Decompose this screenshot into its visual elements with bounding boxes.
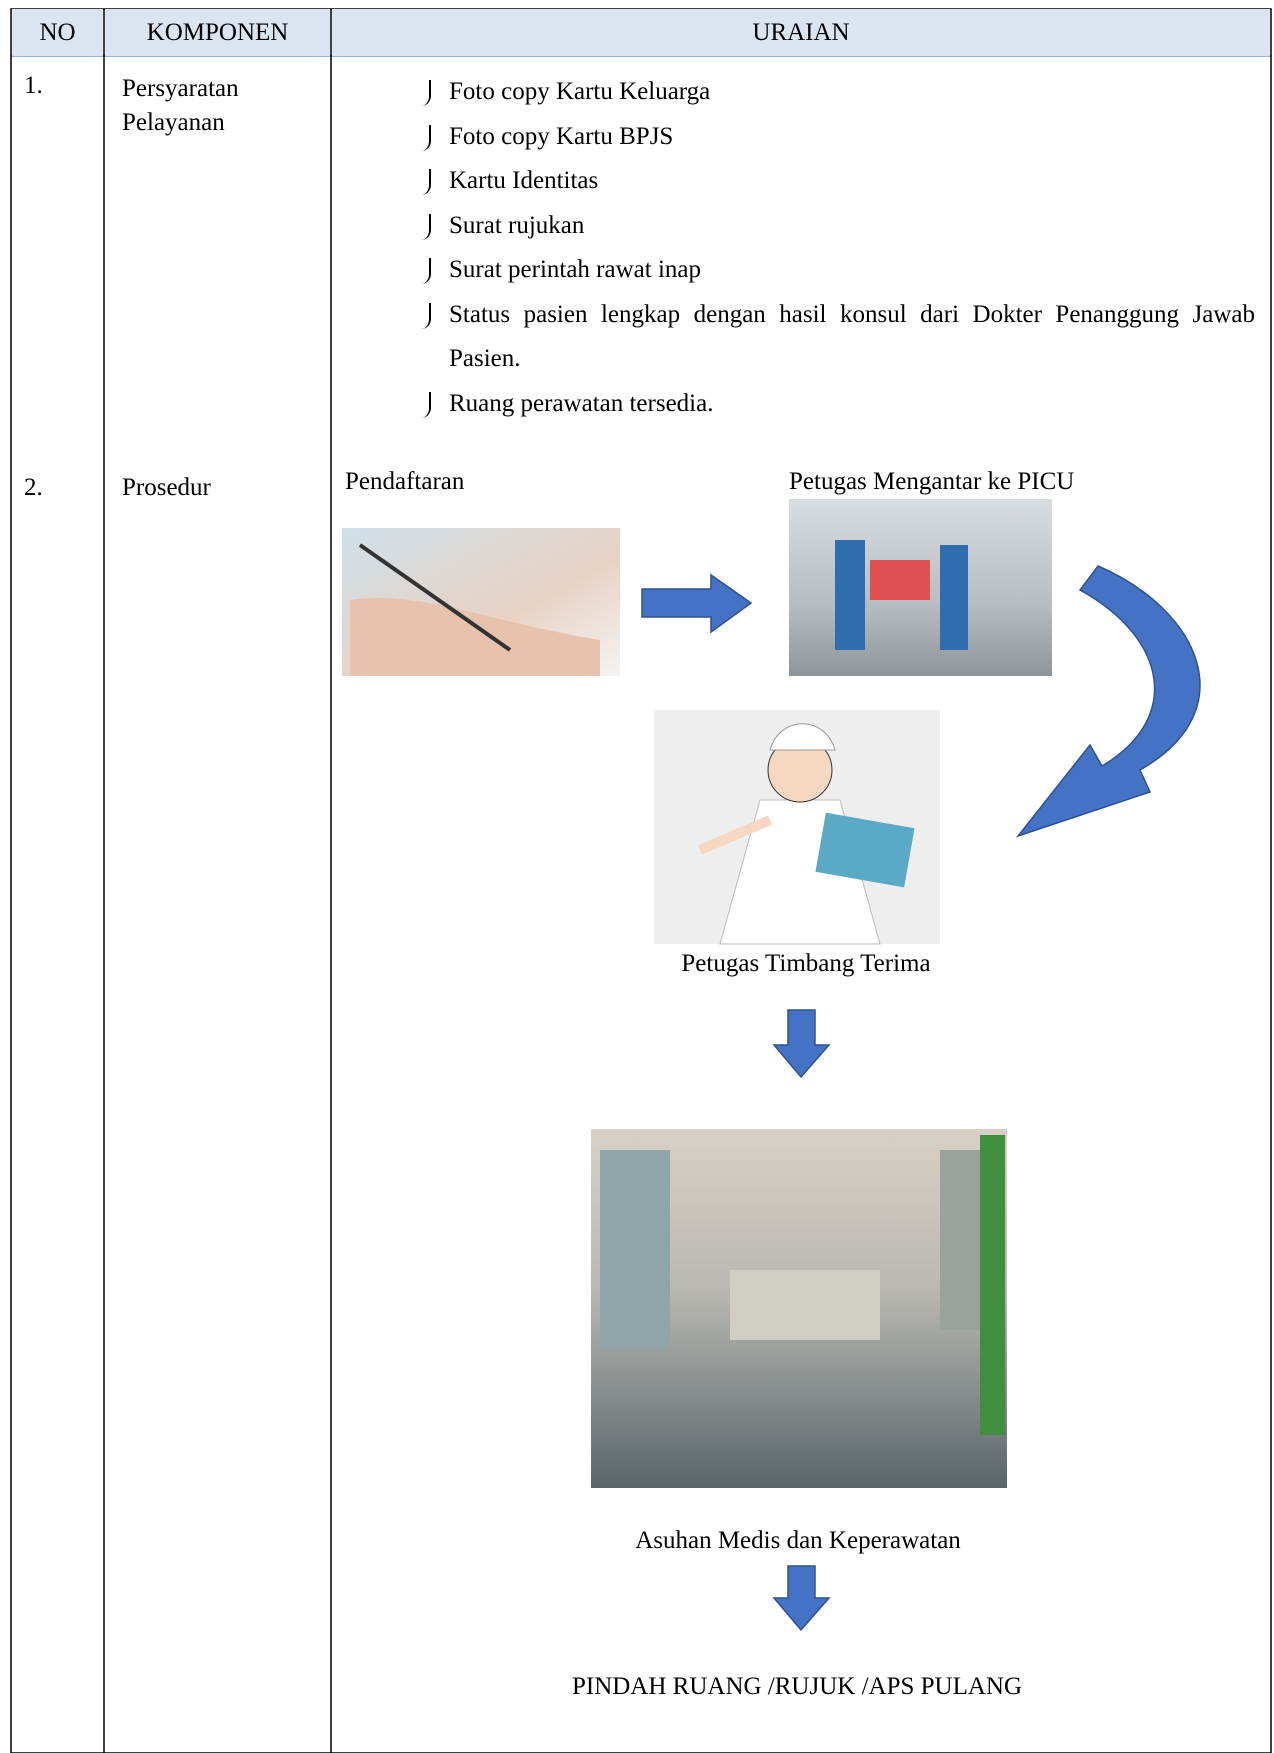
requirement: Foto copy Kartu BPJS <box>429 115 1255 160</box>
requirement: Surat perintah rawat inap <box>429 248 1255 293</box>
arrow-down <box>772 1565 831 1632</box>
requirement: Kartu Identitas <box>429 159 1255 204</box>
image-care-room <box>591 1129 1007 1488</box>
row-number: 2. <box>24 474 43 501</box>
flow-step: Asuhan Medis dan Keperawatan <box>635 1527 961 1554</box>
image-corridor <box>789 499 1052 676</box>
flow-step: PINDAH RUANG /RUJUK /APS PULANG <box>571 1673 1023 1700</box>
row-component: Prosedur <box>122 474 211 501</box>
requirement: Status pasien lengkap dengan hasil konsu… <box>429 293 1255 382</box>
flow-step: Pendaftaran <box>345 468 465 495</box>
requirements-list: Foto copy Kartu Keluarga Foto copy Kartu… <box>429 70 1255 427</box>
flow-step: Petugas Timbang Terima <box>681 950 931 977</box>
requirement: Foto copy Kartu Keluarga <box>429 70 1255 115</box>
header-uraian: URAIAN <box>332 9 1270 57</box>
header-komponen: KOMPONEN <box>105 9 330 57</box>
image-nurse <box>654 710 940 945</box>
arrow-curved <box>1015 565 1201 838</box>
requirement: Surat rujukan <box>429 204 1255 249</box>
row-component: Persyaratan Pelayanan <box>122 75 239 136</box>
image-registration <box>342 528 620 676</box>
arrow-down <box>772 1009 831 1079</box>
flow-step: Petugas Mengantar ke PICU <box>789 468 1075 495</box>
row-number: 1. <box>24 72 43 99</box>
header-no: NO <box>12 9 103 57</box>
requirement: Ruang perawatan tersedia. <box>429 382 1255 427</box>
arrow-right <box>641 573 753 634</box>
